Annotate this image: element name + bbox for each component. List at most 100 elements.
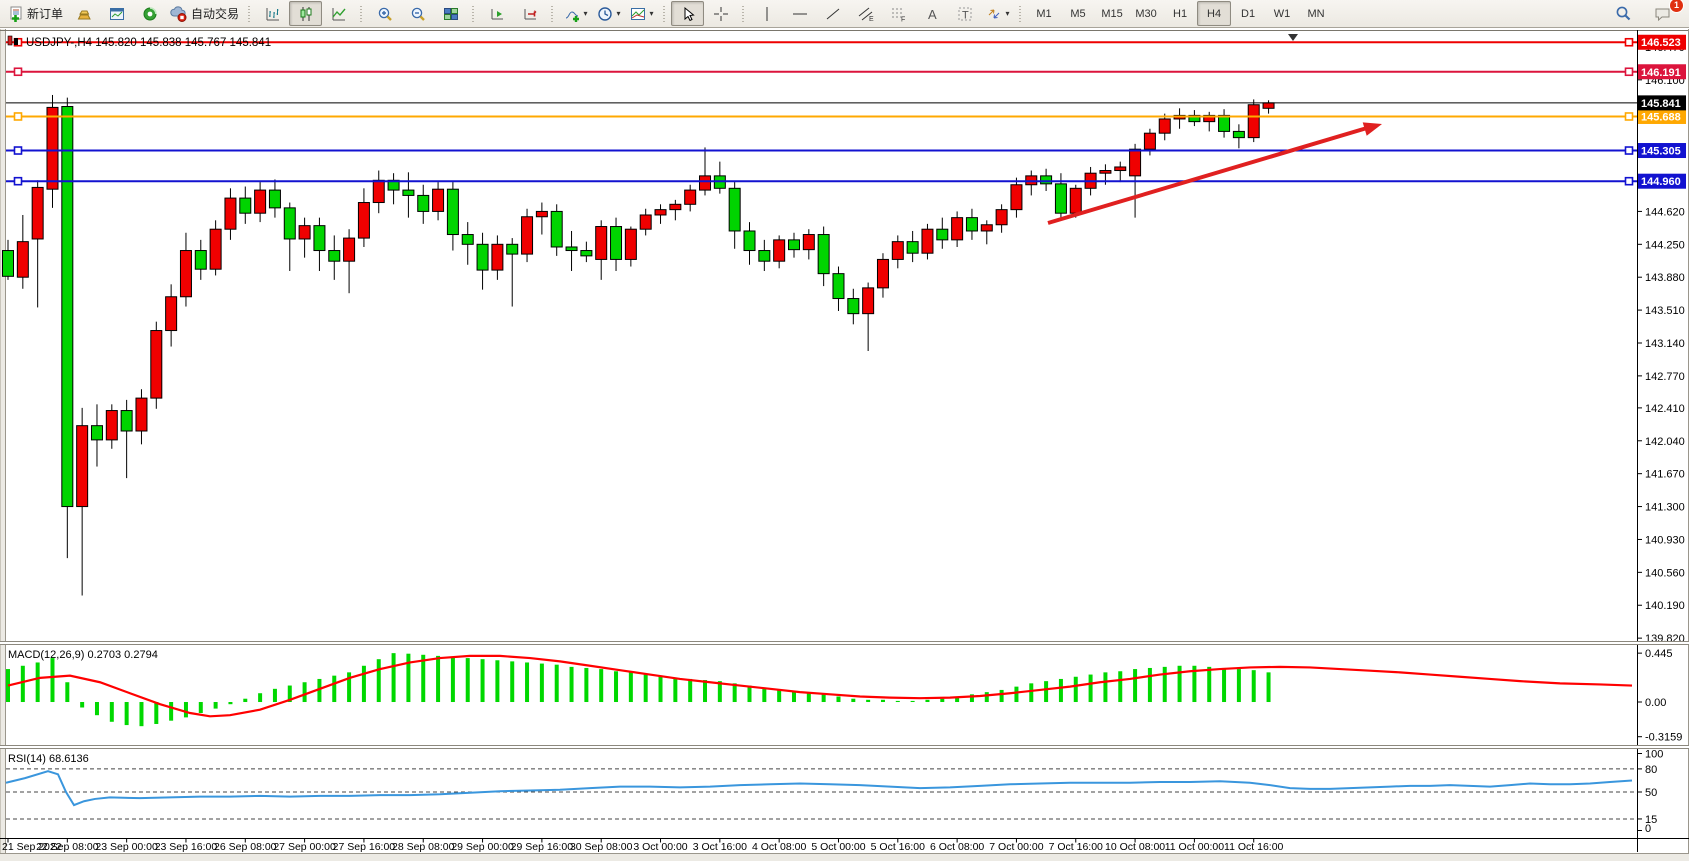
timeframe-h4-button[interactable]: H4 <box>1197 1 1232 26</box>
line-handle[interactable] <box>13 146 23 155</box>
text-label-tool-button[interactable]: T <box>948 1 981 26</box>
trendline-tool-button[interactable] <box>816 1 849 26</box>
svg-text:146.523: 146.523 <box>1641 37 1681 49</box>
price-tick-label: 142.410 <box>1645 403 1685 415</box>
price-label-146.523: 146.523 <box>1638 34 1686 50</box>
tile-windows-button[interactable] <box>434 1 467 26</box>
bar-chart-icon <box>266 7 279 20</box>
macd-histogram-bar <box>1222 667 1227 703</box>
macd-histogram-bar <box>510 661 515 703</box>
autotrading-button[interactable]: 自动交易 <box>166 1 243 26</box>
toolbar-grip <box>661 3 669 24</box>
macd-histogram-bar <box>955 696 960 703</box>
vertical-line-tool-button[interactable] <box>750 1 783 26</box>
line-handle[interactable] <box>1624 37 1634 47</box>
zoom-out-icon <box>411 7 425 21</box>
cursor-tool-button[interactable] <box>671 1 705 26</box>
chart-shift-marker[interactable] <box>1288 34 1298 41</box>
price-label-145.688: 145.688 <box>1638 108 1686 124</box>
macd-histogram-bar <box>272 688 277 703</box>
macd-histogram-bar <box>139 702 144 727</box>
timeframe-w1-button[interactable]: W1 <box>1273 7 1291 20</box>
macd-scale-label: 0.445 <box>1645 648 1673 660</box>
arrows-tool-button[interactable]: ▾ <box>981 1 1014 26</box>
macd-histogram-bar <box>1177 665 1182 703</box>
timeframe-m5-button[interactable]: M5 <box>1070 7 1086 20</box>
line-handle[interactable] <box>1624 146 1634 155</box>
macd-histogram-bar <box>525 662 530 703</box>
macd-scale-label: 0.00 <box>1645 697 1666 709</box>
line-chart-button[interactable] <box>322 1 355 26</box>
timeframe-d1-button[interactable]: D1 <box>1241 7 1256 20</box>
macd-histogram-bar <box>332 675 337 703</box>
line-handle[interactable] <box>1624 176 1634 186</box>
macd-histogram-bar <box>198 702 203 713</box>
macd-histogram-bar <box>1044 681 1049 703</box>
templates-icon <box>630 7 645 20</box>
arrows-caret: ▾ <box>1005 9 1010 18</box>
new-order-button[interactable]: 新订单 <box>4 1 67 26</box>
line-handle[interactable] <box>1624 112 1634 121</box>
price-panel: USDJPY-,H4 145.820 145.838 145.767 145.8… <box>2 34 1637 596</box>
tile-windows-icon <box>443 7 458 20</box>
line-chart-icon <box>331 7 346 20</box>
zoom-in-button[interactable] <box>368 1 401 26</box>
channel-icon: E <box>858 7 874 22</box>
time-label: 23 Sep 00:00 <box>95 841 158 853</box>
notifications-button[interactable]: 1 <box>1646 0 1684 26</box>
time-label: 7 Oct 00:00 <box>989 841 1043 853</box>
bar-chart-button[interactable] <box>256 1 289 26</box>
macd-histogram-bar <box>465 658 470 703</box>
candlestick-chart-button[interactable] <box>289 1 323 26</box>
vertical-line-icon <box>766 6 768 21</box>
timeframe-m15-button[interactable]: M15 <box>1101 7 1123 20</box>
text-tool-button[interactable]: A <box>915 1 948 26</box>
templates-caret: ▾ <box>649 9 654 18</box>
time-label: 30 Sep 08:00 <box>570 841 633 853</box>
gold-button[interactable] <box>67 1 100 26</box>
macd-histogram-bar <box>703 680 708 703</box>
macd-histogram-bar <box>1103 672 1108 703</box>
timeframe-mn-button[interactable]: MN <box>1307 7 1325 20</box>
line-handle[interactable] <box>13 176 23 186</box>
horizontal-line-144.960[interactable] <box>6 176 1637 186</box>
macd-histogram-bar <box>109 702 114 722</box>
timeframe-m1-button[interactable]: M1 <box>1036 7 1052 20</box>
trend-arrow[interactable] <box>1047 122 1382 225</box>
crosshair-tool-button[interactable] <box>704 1 737 26</box>
new-order-icon <box>10 6 22 22</box>
macd-histogram-bar <box>1266 672 1271 703</box>
auto-scroll-button[interactable] <box>480 1 513 26</box>
navigator-button[interactable] <box>133 1 166 26</box>
fibonacci-tool-button[interactable]: F <box>882 1 915 26</box>
macd-histogram-bar <box>880 699 885 703</box>
templates-button[interactable]: ▾ <box>625 1 658 26</box>
search-button[interactable] <box>1607 1 1640 26</box>
time-label: 4 Oct 08:00 <box>752 841 806 853</box>
macd-histogram-bar <box>406 653 411 703</box>
timeframe-m30-button[interactable]: M30 <box>1135 7 1157 20</box>
macd-histogram-bar <box>614 671 619 703</box>
market-watch-button[interactable] <box>100 1 133 26</box>
line-handle[interactable] <box>13 67 23 77</box>
horizontal-line-145.688[interactable] <box>6 112 1637 121</box>
horizontal-line-145.305[interactable] <box>6 146 1637 155</box>
line-handle[interactable] <box>1624 67 1634 77</box>
text-icon: A <box>928 7 937 22</box>
chart-shift-button[interactable] <box>513 1 546 26</box>
horizontal-line-tool-button[interactable] <box>783 1 816 26</box>
price-tick-label: 143.880 <box>1645 272 1685 284</box>
rsi-scale-label: 15 <box>1645 814 1657 826</box>
navigator-icon <box>143 6 157 20</box>
zoom-out-button[interactable] <box>401 1 434 26</box>
macd-histogram-bar <box>1014 686 1019 703</box>
equidistant-channel-tool-button[interactable]: E <box>849 1 882 26</box>
macd-histogram-bar <box>554 664 559 703</box>
periods-button[interactable]: ▾ <box>592 1 625 26</box>
macd-histogram-bar <box>183 702 188 718</box>
indicators-button[interactable]: ▾ <box>559 1 592 26</box>
macd-histogram-bar <box>643 674 648 703</box>
line-handle[interactable] <box>13 112 23 121</box>
timeframe-h1-button[interactable]: H1 <box>1173 7 1188 20</box>
horizontal-line-146.191[interactable] <box>6 67 1637 77</box>
